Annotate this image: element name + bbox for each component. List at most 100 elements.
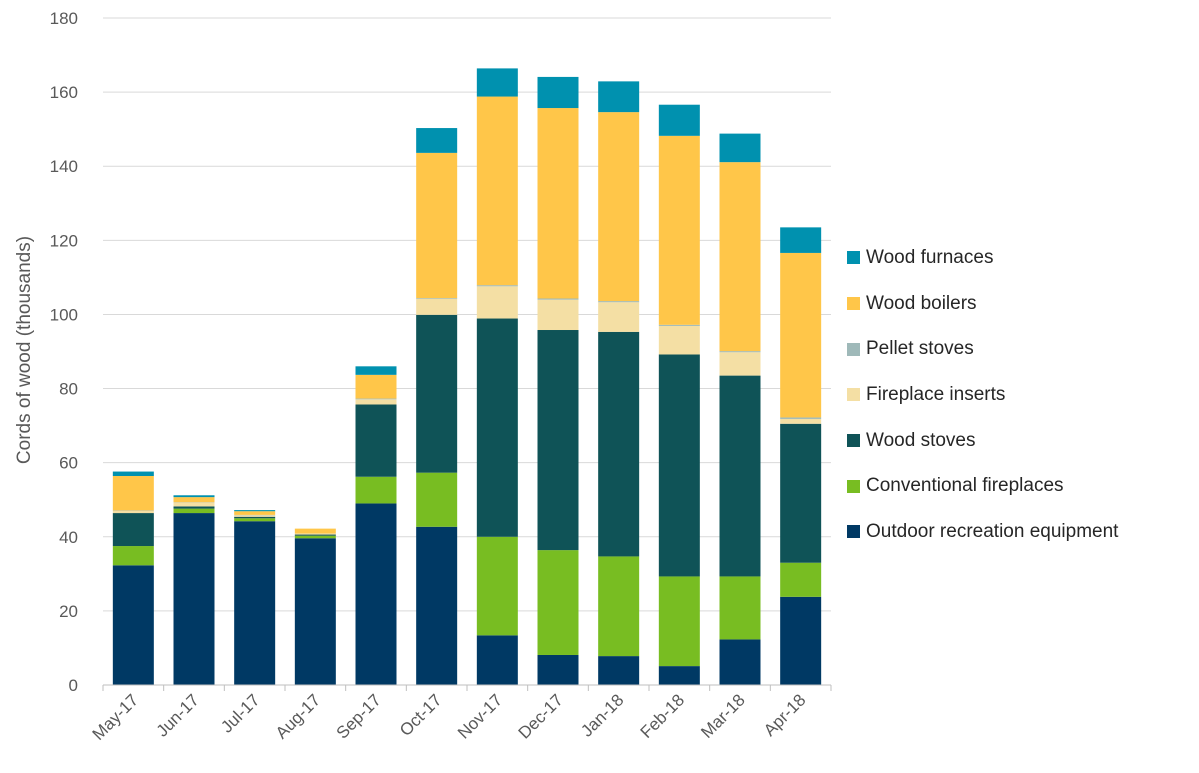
bar-segment xyxy=(477,285,518,286)
bar-segment xyxy=(780,227,821,253)
bar-segment xyxy=(477,319,518,537)
legend-label: Pellet stoves xyxy=(866,338,974,360)
bar-segment xyxy=(538,330,579,550)
legend-swatch xyxy=(847,525,860,538)
bar-segment xyxy=(113,476,154,510)
bar-segment xyxy=(113,546,154,565)
legend-swatch xyxy=(847,251,860,264)
legend-swatch xyxy=(847,480,860,493)
bar-segment xyxy=(295,529,336,534)
bar-segment xyxy=(780,419,821,424)
y-tick-label: 100 xyxy=(50,305,78,324)
bar-segment xyxy=(174,503,215,507)
bar-segment xyxy=(113,472,154,476)
bar-segment xyxy=(295,535,336,536)
x-tick-label: Feb-18 xyxy=(637,690,689,742)
bar-segment xyxy=(720,639,761,685)
bar-segment xyxy=(598,656,639,685)
bar-segment xyxy=(538,108,579,298)
bar-segment xyxy=(356,399,397,400)
bar-segment xyxy=(174,513,215,685)
bar-segment xyxy=(113,513,154,546)
bar-segment xyxy=(780,417,821,418)
bar-segment xyxy=(659,136,700,325)
bar-segment xyxy=(113,565,154,685)
bar-segment xyxy=(356,477,397,504)
bar-segment xyxy=(598,556,639,656)
bar-segment xyxy=(416,315,457,473)
bar-segment xyxy=(295,538,336,685)
bar-segment xyxy=(720,376,761,577)
x-tick-label: Aug-17 xyxy=(272,690,324,742)
bar-segment xyxy=(234,518,275,521)
y-tick-label: 120 xyxy=(50,231,78,250)
bar-segment xyxy=(234,521,275,685)
bar-segment xyxy=(720,134,761,163)
bar-segment xyxy=(780,253,821,418)
bar-segment xyxy=(295,536,336,539)
x-tick-label: Mar-18 xyxy=(697,690,749,742)
legend-item: Conventional fireplaces xyxy=(847,463,1118,509)
bar-segment xyxy=(234,515,275,516)
x-tick-label: May-17 xyxy=(89,690,143,744)
legend-label: Fireplace inserts xyxy=(866,384,1005,406)
bar-segment xyxy=(416,527,457,685)
bar-segment xyxy=(356,404,397,476)
bar-segment xyxy=(477,286,518,318)
bar-segment xyxy=(598,112,639,301)
bar-segment xyxy=(416,299,457,315)
bar-segment xyxy=(174,509,215,513)
bar-segment xyxy=(356,375,397,399)
y-tick-label: 20 xyxy=(59,602,78,621)
legend-label: Wood stoves xyxy=(866,430,975,452)
bar-segment xyxy=(720,351,761,352)
bar-segment xyxy=(659,325,700,326)
legend-label: Conventional fireplaces xyxy=(866,475,1064,497)
bar-segment xyxy=(477,537,518,636)
bar-segment xyxy=(234,517,275,518)
bar-segment xyxy=(477,635,518,685)
bar-segment xyxy=(295,533,336,534)
bar-segment xyxy=(416,128,457,153)
legend-item: Wood furnaces xyxy=(847,235,1118,281)
legend-label: Wood boilers xyxy=(866,293,977,315)
x-tick-label: Jun-17 xyxy=(153,690,203,740)
bar-segment xyxy=(113,511,154,513)
y-tick-label: 0 xyxy=(69,676,78,695)
y-tick-label: 80 xyxy=(59,380,78,399)
legend-swatch xyxy=(847,343,860,356)
x-tick-label: Jan-18 xyxy=(577,690,627,740)
bar-segment xyxy=(598,302,639,332)
x-tick-label: Sep-17 xyxy=(333,690,385,742)
bar-segment xyxy=(659,105,700,136)
bar-segment xyxy=(174,506,215,508)
bar-segment xyxy=(720,576,761,639)
bar-segment xyxy=(538,77,579,108)
legend: Wood furnaces Wood boilers Pellet stoves Fi… xyxy=(847,235,1118,555)
bar-segment xyxy=(416,298,457,299)
bar-segment xyxy=(538,655,579,685)
legend-swatch xyxy=(847,297,860,310)
legend-swatch xyxy=(847,388,860,401)
bar-segment xyxy=(598,301,639,302)
bar-segment xyxy=(659,576,700,666)
legend-label: Outdoor recreation equipment xyxy=(866,521,1118,543)
y-tick-label: 160 xyxy=(50,83,78,102)
legend-item: Wood stoves xyxy=(847,418,1118,464)
legend-item: Outdoor recreation equipment xyxy=(847,509,1118,555)
bar-segment xyxy=(659,666,700,685)
bar-segment xyxy=(356,366,397,375)
y-tick-label: 140 xyxy=(50,157,78,176)
bar-segment xyxy=(234,510,275,511)
y-tick-label: 180 xyxy=(50,9,78,28)
bar-segment xyxy=(416,473,457,527)
bar-segment xyxy=(174,497,215,502)
axes xyxy=(103,685,831,691)
x-tick-label: Dec-17 xyxy=(515,690,567,742)
bar-segment xyxy=(234,511,275,515)
bar-segment xyxy=(538,300,579,330)
bar-segment xyxy=(720,352,761,375)
legend-item: Pellet stoves xyxy=(847,326,1118,372)
y-axis-title: Cords of wood (thousands) xyxy=(14,236,35,464)
